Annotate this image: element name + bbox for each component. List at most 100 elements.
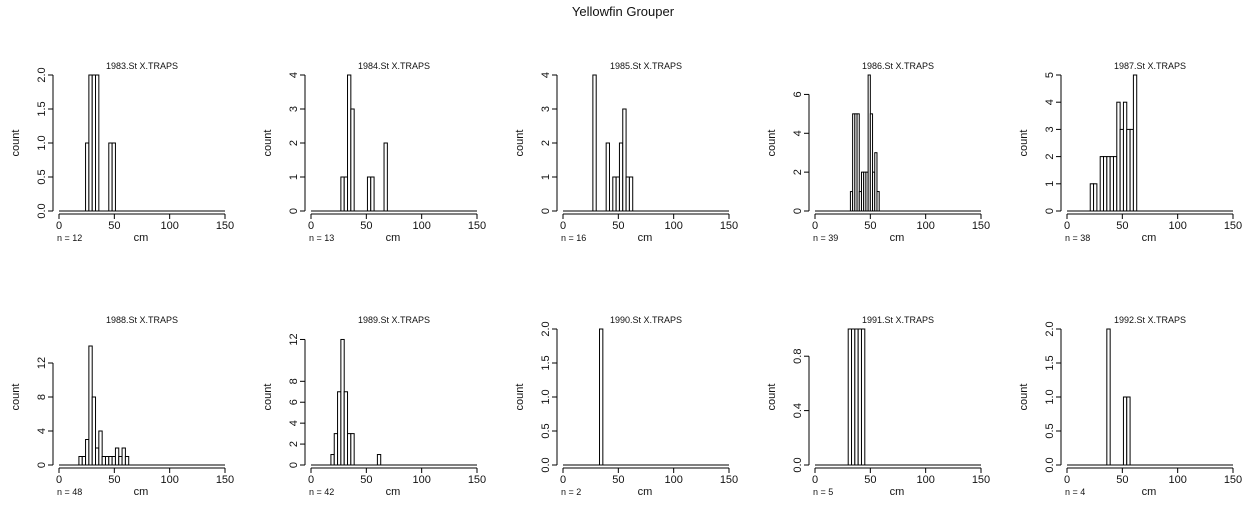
x-tick-label: 0 [1064, 474, 1070, 486]
x-tick-label: 100 [916, 474, 934, 486]
x-axis-label: cm [386, 232, 401, 244]
histogram-bar [856, 113, 860, 212]
histogram-panel: 1988.St X.TRAPS 0 50 100 150 0 4 8 12 count cm n = … [10, 315, 234, 498]
x-tick-label: 50 [360, 474, 372, 486]
y-tick-label: 2 [288, 441, 300, 447]
histogram-panel: 1990.St X.TRAPS 0 50 100 150 0.0 0.5 1.0 1.5 2.0 c… [514, 315, 738, 498]
histogram-bar [376, 454, 382, 466]
sample-size-label: n = 16 [561, 233, 586, 243]
figure-title: Yellowfin Grouper [571, 4, 675, 19]
x-axis-label: cm [134, 486, 149, 498]
y-axis-label: count [514, 130, 526, 157]
y-tick-label: 1 [1044, 181, 1056, 187]
y-tick-label: 0.0 [36, 203, 48, 218]
y-tick-label: 0 [288, 208, 300, 214]
y-tick-label: 4 [792, 130, 804, 136]
x-tick-label: 100 [916, 220, 934, 232]
y-axis-label: count [262, 130, 274, 157]
y-tick-label: 12 [36, 357, 48, 369]
histogram-bar [876, 191, 880, 212]
x-tick-label: 150 [972, 474, 990, 486]
histogram-bar [343, 391, 349, 466]
x-tick-label: 150 [216, 474, 234, 486]
y-axis-label: count [10, 130, 22, 157]
y-tick-label: 4 [288, 420, 300, 426]
y-tick-label: 3 [288, 106, 300, 112]
sample-size-label: n = 39 [813, 233, 838, 243]
y-tick-label: 0.4 [792, 403, 804, 418]
x-tick-label: 100 [664, 220, 682, 232]
x-tick-label: 0 [308, 474, 314, 486]
y-tick-label: 12 [288, 333, 300, 345]
y-tick-label: 3 [1044, 126, 1056, 132]
x-tick-label: 0 [56, 474, 62, 486]
x-tick-label: 0 [308, 220, 314, 232]
y-tick-label: 4 [36, 428, 48, 434]
y-tick-label: 2 [1044, 154, 1056, 160]
x-tick-label: 100 [160, 220, 178, 232]
histogram-bar [622, 108, 627, 212]
sample-size-label: n = 42 [309, 487, 334, 497]
y-tick-label: 1.5 [540, 355, 552, 370]
x-axis-label: cm [1142, 232, 1157, 244]
panel-title: 1987.St X.TRAPS [1114, 61, 1186, 71]
x-tick-label: 150 [1224, 220, 1242, 232]
sample-size-label: n = 5 [813, 487, 833, 497]
panel-title: 1988.St X.TRAPS [106, 315, 178, 325]
histogram-panel: 1983.St X.TRAPS 0 50 100 150 0.0 0.5 1.0 1.5 2.0 c… [10, 61, 234, 244]
y-axis-label: count [514, 384, 526, 411]
histogram-bar [592, 74, 597, 212]
panel-title: 1990.St X.TRAPS [610, 315, 682, 325]
y-tick-label: 2.0 [540, 321, 552, 336]
x-tick-label: 150 [972, 220, 990, 232]
x-tick-label: 50 [864, 474, 876, 486]
x-axis-label: cm [134, 232, 149, 244]
x-tick-label: 150 [216, 220, 234, 232]
x-tick-label: 50 [864, 220, 876, 232]
histogram-bar [111, 142, 116, 212]
y-tick-label: 2 [540, 140, 552, 146]
sample-size-label: n = 12 [57, 233, 82, 243]
histogram-bar [1132, 74, 1138, 212]
histogram-panel: 1989.St X.TRAPS 0 50 100 150 0 2 4 6 8 12 count cm n … [262, 315, 486, 498]
y-tick-label: 5 [1044, 72, 1056, 78]
x-tick-label: 150 [1224, 474, 1242, 486]
x-tick-label: 150 [468, 220, 486, 232]
y-tick-label: 8 [288, 378, 300, 384]
y-tick-label: 1.0 [36, 135, 48, 150]
y-tick-label: 0 [792, 208, 804, 214]
y-tick-label: 2 [792, 169, 804, 175]
y-tick-label: 0.0 [1044, 457, 1056, 472]
y-tick-label: 0.5 [1044, 423, 1056, 438]
y-tick-label: 0.8 [792, 349, 804, 364]
y-tick-label: 0 [1044, 208, 1056, 214]
histogram-bar [383, 142, 388, 212]
y-tick-label: 2.0 [36, 67, 48, 82]
x-tick-label: 150 [720, 474, 738, 486]
y-axis-label: count [1018, 130, 1030, 157]
x-tick-label: 0 [1064, 220, 1070, 232]
panel-title: 1983.St X.TRAPS [106, 61, 178, 71]
histogram-panel: 1985.St X.TRAPS 0 50 100 150 0 1 2 3 4 count cm n = … [514, 61, 738, 244]
x-tick-label: 150 [468, 474, 486, 486]
histogram-bar [370, 176, 375, 212]
histogram-bar [869, 113, 874, 212]
histogram-bar [628, 176, 634, 212]
y-tick-label: 0.5 [36, 169, 48, 184]
sample-size-label: n = 13 [309, 233, 334, 243]
x-tick-label: 50 [1116, 474, 1128, 486]
histogram-bar [874, 152, 878, 212]
y-tick-label: 1 [540, 174, 552, 180]
histogram-panel: 1986.St X.TRAPS 0 50 100 150 0 2 4 6 count cm n = 3… [766, 61, 990, 244]
x-tick-label: 0 [560, 220, 566, 232]
y-tick-label: 0.5 [540, 423, 552, 438]
x-tick-label: 150 [720, 220, 738, 232]
sample-size-label: n = 2 [561, 487, 581, 497]
y-tick-label: 4 [1044, 99, 1056, 105]
y-tick-label: 0.0 [540, 457, 552, 472]
histogram-bar [1106, 328, 1111, 466]
panel-title: 1984.St X.TRAPS [358, 61, 430, 71]
y-tick-label: 8 [36, 394, 48, 400]
histogram-bar [350, 433, 355, 466]
